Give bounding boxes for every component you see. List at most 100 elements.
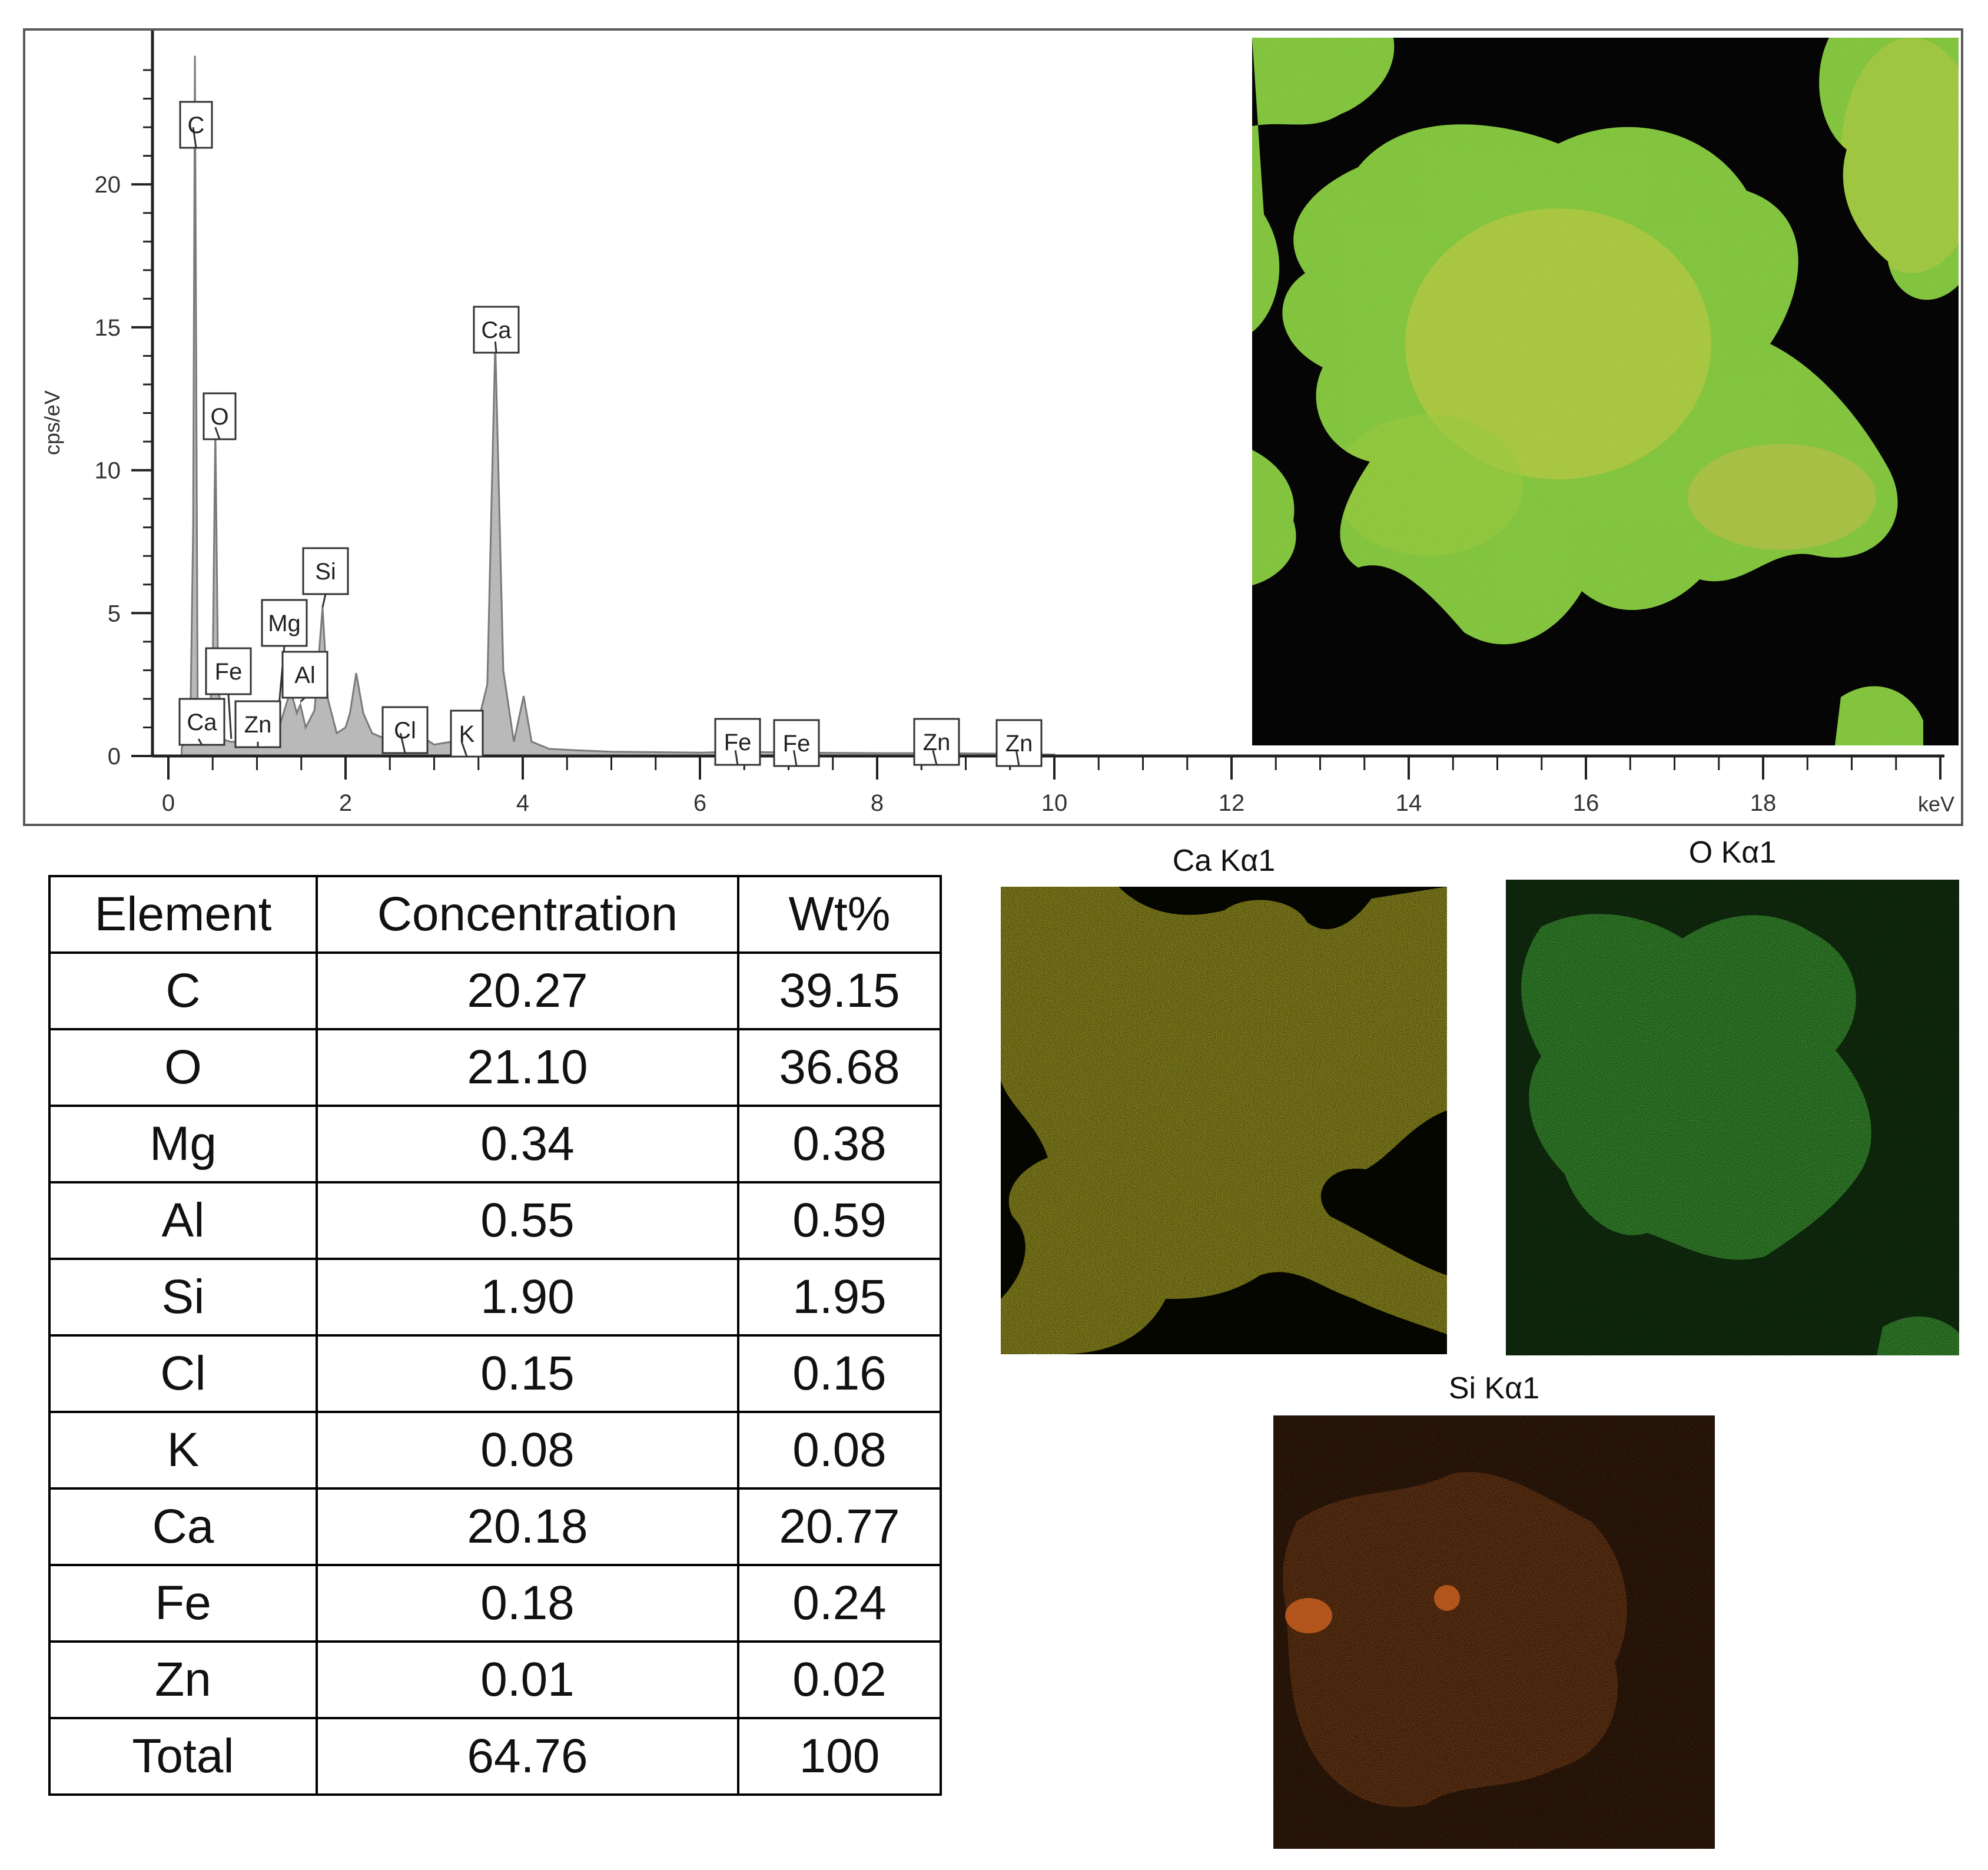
peak-label-tag: K (450, 709, 484, 758)
x-tick-label: 0 (162, 790, 175, 816)
peak-label-tag: Cl (381, 706, 429, 754)
table-cell: 20.27 (316, 951, 739, 1030)
composite-eds-map (1252, 38, 1959, 745)
x-tick-label: 4 (516, 790, 529, 816)
o-map-title: O Kα1 (1688, 835, 1777, 870)
peak-label-tag: Al (281, 651, 328, 702)
table-cell: Fe (48, 1564, 318, 1643)
table-row: Fe 0.18 0.24 (48, 1564, 942, 1643)
peak-tag-text: Si (315, 559, 336, 585)
x-tick-label: 6 (693, 790, 706, 816)
peak-tag-text: Ca (481, 317, 512, 343)
table-header-row: Element Concentration Wt% (48, 875, 942, 954)
peak-tag-box (302, 547, 349, 595)
peak-tag-text: K (459, 721, 475, 747)
spectrum-chart: 0 5 10 15 20 0 2 4 6 8 10 12 14 16 18 cps/eV keV C O Ca Si Mg… (40, 31, 1954, 816)
peak-tag-text: Fe (783, 731, 811, 757)
peak-tag-pointer (197, 738, 203, 745)
peak-tag-pointer (192, 127, 197, 148)
peak-tag-pointer (1015, 750, 1020, 767)
x-tick-label: 18 (1750, 790, 1777, 816)
table-cell: Zn (48, 1640, 318, 1719)
table-row: O 21.10 36.68 (48, 1028, 942, 1107)
table-cell: 0.16 (737, 1334, 942, 1413)
column-header: Concentration (316, 875, 739, 954)
table-cell: 100 (737, 1717, 942, 1796)
peak-label-tag: Ca (178, 698, 225, 746)
table-cell: 0.55 (316, 1181, 739, 1260)
peak-tag-box (450, 709, 484, 758)
table-cell: 0.01 (316, 1640, 739, 1719)
peak-tag-pointer (460, 741, 468, 757)
table-cell: 0.02 (737, 1640, 942, 1719)
ca-map-title: Ca Kα1 (1172, 844, 1276, 878)
peak-tag-pointer (214, 427, 221, 440)
spectrum-chart-panel: 0 5 10 15 20 0 2 4 6 8 10 12 14 16 18 cps/eV keV C O Ca Si Mg… (23, 28, 1963, 826)
peak-tag-box (179, 101, 213, 149)
table-row: Mg 0.34 0.38 (48, 1105, 942, 1183)
table-cell: 0.18 (316, 1564, 739, 1643)
x-tick-label: 8 (871, 790, 884, 816)
peak-label-tag: Fe (714, 718, 761, 766)
x-axis-unit-label: keV (1918, 792, 1954, 816)
y-tick-label: 20 (95, 172, 121, 198)
peak-tag-box (261, 599, 308, 647)
peak-tag-pointer (227, 694, 233, 739)
peak-tag-text: Fe (724, 730, 752, 755)
table-cell: 0.34 (316, 1105, 739, 1183)
si-element-map (1273, 1415, 1715, 1849)
peak-label-tag: Fe (205, 647, 252, 739)
column-header: Element (48, 875, 318, 954)
x-tick-label: 16 (1573, 790, 1599, 816)
table-row: Al 0.55 0.59 (48, 1181, 942, 1260)
peak-tag-text: Mg (268, 611, 301, 636)
peak-tag-text: Al (294, 662, 316, 688)
table-row: C 20.27 39.15 (48, 951, 942, 1030)
o-element-map (1506, 880, 1959, 1355)
table-row: Zn 0.01 0.02 (48, 1640, 942, 1719)
table-row: K 0.08 0.08 (48, 1411, 942, 1490)
table-cell: 39.15 (737, 951, 942, 1030)
table-cell: K (48, 1411, 318, 1490)
peak-tag-box (178, 698, 225, 746)
peak-tag-pointer (321, 594, 327, 608)
peak-tag-text: O (210, 404, 228, 430)
table-cell: 0.08 (737, 1411, 942, 1490)
column-header: Wt% (737, 875, 942, 954)
x-tick-label: 12 (1219, 790, 1245, 816)
x-tick-label: 14 (1396, 790, 1422, 816)
ca-element-map (1001, 887, 1447, 1354)
peak-tag-pointer (932, 750, 938, 765)
peak-tag-box (281, 651, 328, 699)
table-row-total: Total 64.76 100 (48, 1717, 942, 1796)
peak-tag-pointer (399, 732, 406, 754)
peak-label-tag: Zn (995, 719, 1043, 767)
table-row: Si 1.90 1.95 (48, 1258, 942, 1337)
peak-tag-text: Ca (187, 709, 217, 735)
table-cell: 0.08 (316, 1411, 739, 1490)
peak-label-tag: O (203, 392, 237, 440)
table-row: Cl 0.15 0.16 (48, 1334, 942, 1413)
table-cell: Si (48, 1258, 318, 1337)
si-map-title: Si Kα1 (1448, 1371, 1540, 1405)
table-cell: 64.76 (316, 1717, 739, 1796)
peak-tag-box (714, 718, 761, 766)
peak-tag-box (995, 719, 1043, 767)
y-tick-label: 15 (95, 315, 121, 341)
table-cell: 20.18 (316, 1487, 739, 1566)
y-tick-label: 0 (108, 744, 121, 770)
spectrum-area (181, 55, 1056, 757)
peak-tag-pointer (734, 750, 739, 765)
table-cell: Total (48, 1717, 318, 1796)
peak-label-tag: Ca (473, 306, 520, 354)
table-cell: Cl (48, 1334, 318, 1413)
table-cell: 0.38 (737, 1105, 942, 1183)
table-cell: Al (48, 1181, 318, 1260)
y-axis-label: cps/eV (40, 390, 64, 455)
y-tick-label: 10 (95, 458, 121, 484)
composition-table: Element Concentration Wt% C 20.27 39.15 … (48, 875, 942, 1796)
table-cell: O (48, 1028, 318, 1107)
peak-label-tag: Fe (773, 719, 820, 767)
peak-tag-pointer (300, 697, 306, 702)
table-cell: 1.95 (737, 1258, 942, 1337)
